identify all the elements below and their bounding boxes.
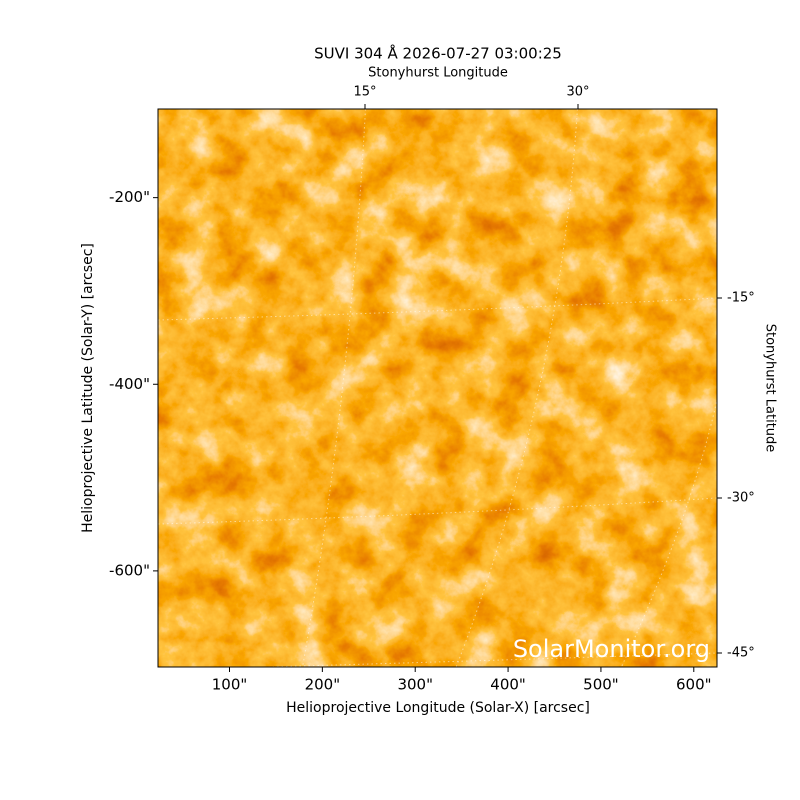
x-tick-label: 300" bbox=[397, 676, 433, 694]
plot-frame bbox=[157, 108, 718, 668]
stonyhurst-grid bbox=[158, 109, 717, 667]
x-tick-label: 400" bbox=[490, 676, 526, 694]
x-tick-label: 100" bbox=[212, 676, 248, 694]
y-tick-label: -400" bbox=[109, 375, 150, 393]
y-axis-label: Helioprojective Latitude (Solar-Y) [arcs… bbox=[80, 243, 96, 533]
chart-title: SUVI 304 Å 2026-07-27 03:00:25 bbox=[314, 44, 562, 63]
solar-image bbox=[158, 109, 717, 667]
x-tick-label: 200" bbox=[305, 676, 341, 694]
x-axis-label: Helioprojective Longitude (Solar-X) [arc… bbox=[286, 700, 590, 716]
watermark: SolarMonitor.org bbox=[513, 635, 710, 663]
y-tick-label: -600" bbox=[109, 561, 150, 579]
right-axis-label: Stonyhurst Latitude bbox=[763, 324, 778, 453]
x-tick-label: 600" bbox=[676, 676, 712, 694]
right-tick-label: -45° bbox=[727, 646, 755, 661]
right-tick-label: -30° bbox=[727, 491, 755, 506]
top-axis-label: Stonyhurst Longitude bbox=[368, 66, 508, 81]
top-tick-label: 15° bbox=[353, 85, 376, 100]
top-tick-label: 30° bbox=[566, 85, 589, 100]
right-tick-label: -15° bbox=[727, 291, 755, 306]
y-tick-label: -200" bbox=[109, 188, 150, 206]
x-tick-label: 500" bbox=[583, 676, 619, 694]
